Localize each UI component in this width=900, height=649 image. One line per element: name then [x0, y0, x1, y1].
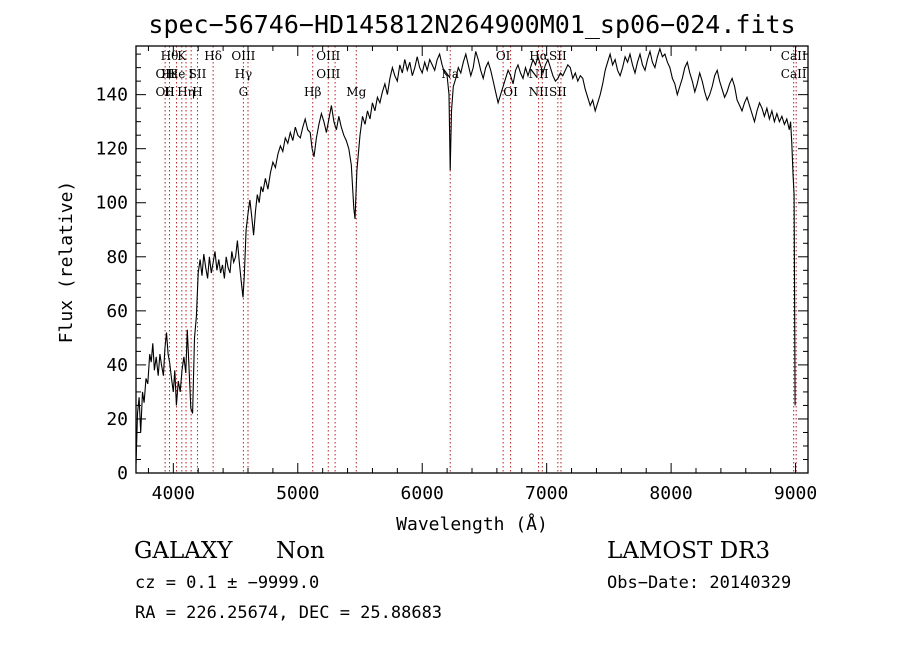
- marker-label: OI: [496, 49, 511, 63]
- marker-label: SII: [549, 49, 567, 63]
- chart-title: spec−56746−HD145812N264900M01_sp06−024.f…: [148, 10, 795, 39]
- y-axis-label: Flux (relative): [56, 181, 77, 344]
- redshift-cz: cz = 0.1 ± −9999.0: [135, 573, 320, 593]
- x-tick-label: 5000: [276, 483, 319, 504]
- object-class: GALAXY: [134, 538, 233, 564]
- marker-label: Hη: [177, 85, 195, 99]
- axis-ticks: 4000 5000 6000 7000 8000 9000 0 20 40 60 80 100 120 1…: [95, 46, 817, 504]
- y-tick-label: 80: [106, 247, 128, 268]
- observation-date: Obs−Date: 20140329: [607, 573, 792, 593]
- marker-label: Hβ: [304, 85, 321, 99]
- marker-label: Hδ: [204, 49, 222, 63]
- x-tick-label: 9000: [774, 483, 817, 504]
- y-tick-label: 20: [106, 409, 128, 430]
- ra-dec-coordinates: RA = 226.25674, DEC = 25.88683: [135, 603, 443, 623]
- x-axis-label: Wavelength (Å): [396, 513, 548, 535]
- plot-frame: [135, 45, 809, 474]
- marker-label: NII: [529, 67, 549, 81]
- y-tick-label: 40: [106, 355, 128, 376]
- marker-label: OIII: [316, 67, 340, 81]
- marker-label: Na: [441, 67, 459, 81]
- x-tick-label: 4000: [152, 483, 195, 504]
- y-tick-label: 60: [106, 301, 128, 322]
- marker-label: Hγ: [235, 67, 253, 81]
- survey-name: LAMOST DR3: [607, 538, 771, 564]
- x-tick-label: 6000: [401, 483, 444, 504]
- marker-label: OIII: [231, 49, 255, 63]
- spectrum-chart: spec−56746−HD145812N264900M01_sp06−024.f…: [56, 10, 817, 535]
- x-tick-label: 8000: [649, 483, 692, 504]
- marker-label: Hε: [161, 67, 178, 81]
- marker-label: K: [177, 49, 187, 63]
- marker-label: SII: [189, 67, 207, 81]
- spectrum-series-line: [135, 46, 796, 465]
- marker-label: OIII: [316, 49, 340, 63]
- marker-label: SII: [549, 85, 567, 99]
- marker-label: G: [239, 85, 249, 99]
- marker-label: Hθ: [161, 49, 179, 63]
- marker-label: OII: [155, 85, 175, 99]
- marker-label: OI: [503, 85, 518, 99]
- marker-label: CaII: [781, 49, 807, 63]
- object-subclass: Non: [276, 538, 325, 564]
- marker-label: H: [164, 85, 174, 99]
- y-tick-label: 120: [95, 139, 128, 160]
- y-tick-label: 100: [95, 193, 128, 214]
- marker-label: NII: [529, 85, 549, 99]
- x-tick-label: 7000: [525, 483, 568, 504]
- marker-label: H: [192, 85, 202, 99]
- marker-label: CaII: [781, 67, 807, 81]
- marker-label: OII: [155, 67, 175, 81]
- y-tick-label: 140: [95, 85, 128, 106]
- line-markers: [164, 46, 797, 473]
- marker-label: I: [189, 67, 194, 81]
- marker-label: He: [168, 67, 186, 81]
- marker-label: Mg: [346, 85, 366, 99]
- y-tick-label: 0: [117, 463, 128, 484]
- marker-label: Hα: [529, 49, 548, 63]
